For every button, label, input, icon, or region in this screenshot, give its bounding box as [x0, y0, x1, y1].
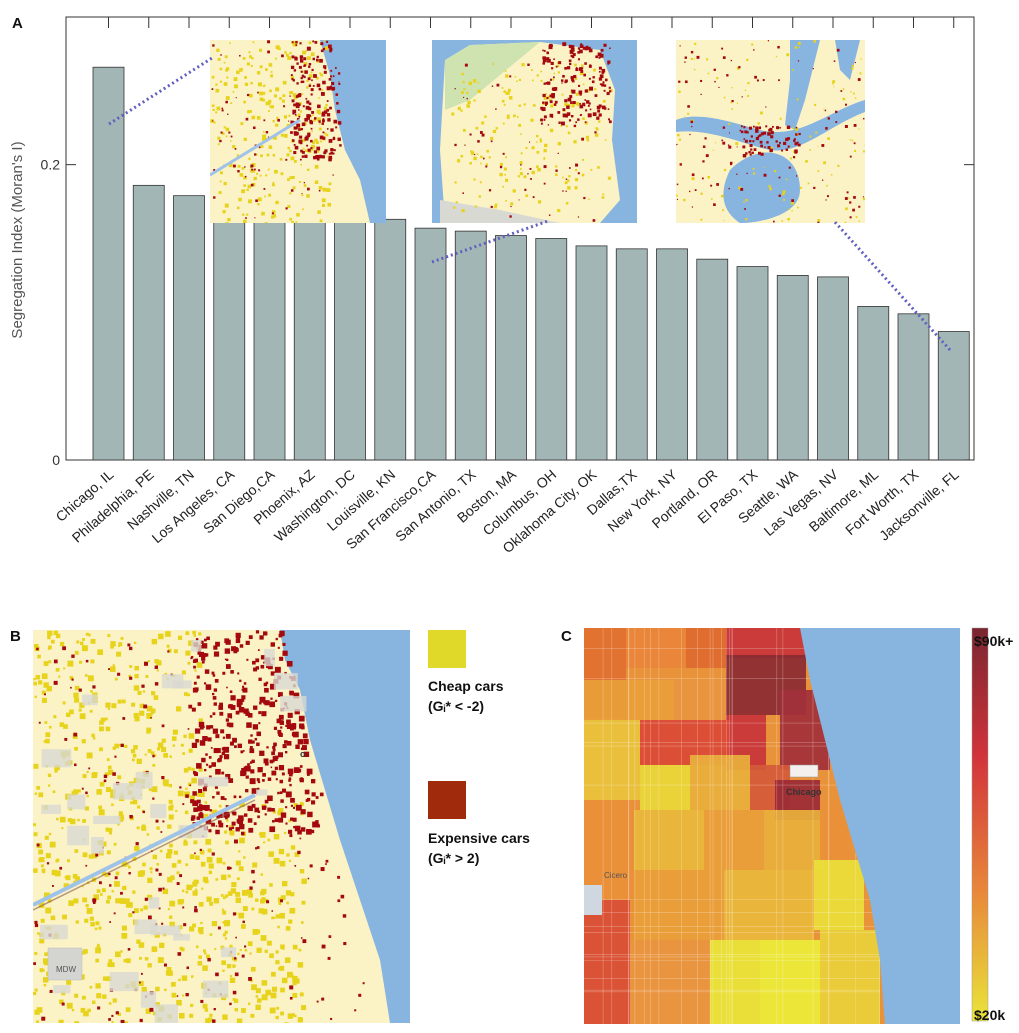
bar	[817, 276, 849, 461]
map-b-city-label: o	[300, 749, 306, 759]
bar	[575, 245, 608, 461]
bar	[92, 66, 125, 461]
colorbar-min-label: $20k	[974, 1007, 1005, 1023]
inset-map-san-francisco	[432, 40, 637, 223]
y-ticks: 00.2	[41, 157, 974, 468]
bar	[334, 217, 366, 461]
colorbar	[971, 627, 989, 1022]
bar	[454, 230, 487, 461]
income-map: Chicago Cicero	[584, 628, 960, 1024]
colorbar-c: $90k+ $20k	[971, 627, 1013, 1023]
legend-label-cheap: Cheap cars	[428, 678, 504, 694]
legend-label-expensive: Expensive cars	[428, 830, 530, 846]
bar	[656, 248, 688, 461]
bar	[937, 331, 970, 461]
inset-map-jacksonville	[676, 40, 865, 223]
connector-chicago	[108, 56, 213, 126]
map-c-cicero-label: Cicero	[604, 871, 628, 880]
bar	[615, 248, 648, 461]
connector-jacksonville	[832, 219, 952, 352]
connector-san-francisco	[431, 219, 549, 264]
bar	[414, 227, 447, 461]
bar	[293, 212, 326, 461]
legend-swatch-expensive	[428, 781, 466, 819]
bars	[92, 66, 970, 461]
airport-label: MDW	[56, 965, 76, 974]
map-c-city-label: Chicago	[786, 787, 822, 797]
bar	[213, 201, 246, 461]
y-axis-label: Segregation Index (Moran's I)	[9, 141, 26, 338]
legend-b: Cheap cars (Gᵢ* < -2) Expensive cars (Gᵢ…	[428, 630, 530, 866]
y-tick-label: 0	[52, 452, 60, 468]
bar	[736, 266, 769, 461]
panel-label-a: A	[12, 15, 23, 32]
bar	[897, 313, 930, 461]
y-tick-label: 0.2	[41, 157, 61, 173]
legend-sub-cheap: (Gᵢ* < -2)	[428, 698, 484, 714]
bar	[776, 275, 809, 461]
bar	[535, 238, 568, 461]
hotspot-map: MDW o	[33, 630, 410, 1023]
legend-swatch-cheap	[428, 630, 466, 668]
colorbar-max-label: $90k+	[974, 633, 1013, 649]
bar	[495, 235, 527, 461]
inset-map-chicago	[210, 40, 386, 223]
bar	[857, 306, 890, 461]
bar	[173, 195, 205, 461]
bar	[696, 258, 729, 461]
top-ticks	[108, 17, 955, 28]
panel-label-b: B	[10, 628, 21, 645]
bar	[374, 218, 407, 461]
bar	[253, 204, 286, 461]
panel-label-c: C	[561, 628, 572, 645]
legend-sub-expensive: (Gᵢ* > 2)	[428, 850, 479, 866]
bar	[132, 184, 165, 461]
